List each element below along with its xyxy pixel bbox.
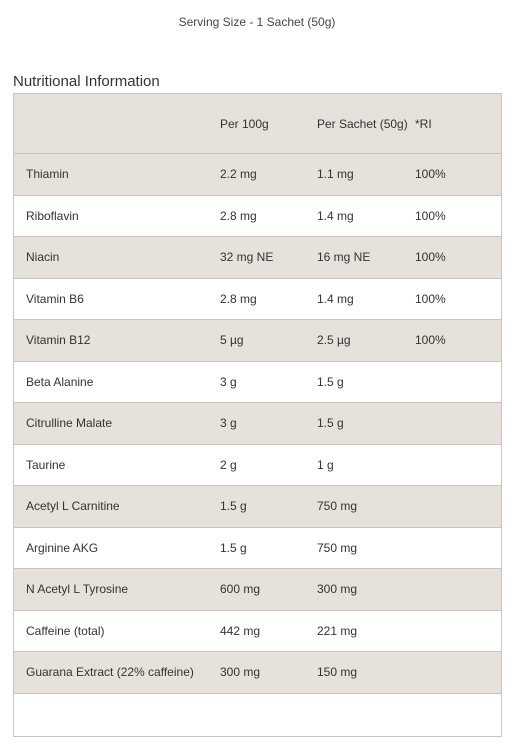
- per-sachet-value: 750 mg: [317, 485, 415, 527]
- table-row: Acetyl L Carnitine 1.5 g 750 mg: [13, 485, 502, 527]
- per-100g-value: 2.2 mg: [220, 153, 317, 195]
- per-100g-value: 2 g: [220, 443, 317, 486]
- per-100g-value: 32 mg NE: [220, 236, 317, 278]
- table-row: Arginine AKG 1.5 g 750 mg: [13, 526, 502, 569]
- nutrient-name: Citrulline Malate: [13, 402, 220, 444]
- table-row: Beta Alanine 3 g 1.5 g: [13, 360, 502, 403]
- table-row: Caffeine (total) 442 mg 221 mg: [13, 609, 502, 652]
- per-sachet-value: 221 mg: [317, 609, 415, 652]
- empty-row: [13, 692, 502, 736]
- ri-value: 100%: [415, 194, 502, 237]
- per-sachet-value: 150 mg: [317, 651, 415, 693]
- per-sachet-value: 1.4 mg: [317, 277, 415, 320]
- header-ri: *RI: [415, 93, 502, 154]
- per-sachet-value: 2.5 µg: [317, 319, 415, 361]
- ri-value: 100%: [415, 319, 502, 361]
- table-row: Niacin 32 mg NE 16 mg NE 100%: [13, 236, 502, 278]
- header-per-sachet: Per Sachet (50g): [317, 93, 415, 154]
- ri-value: [415, 360, 502, 403]
- per-sachet-value: 1.5 g: [317, 360, 415, 403]
- per-100g-value: 600 mg: [220, 568, 317, 610]
- per-100g-value: 442 mg: [220, 609, 317, 652]
- nutrient-name: Riboflavin: [13, 194, 220, 237]
- ri-value: [415, 568, 502, 610]
- ri-value: [415, 609, 502, 652]
- ri-value: 100%: [415, 236, 502, 278]
- nutrient-name: Arginine AKG: [13, 526, 220, 569]
- nutrient-name: Guarana Extract (22% caffeine): [13, 651, 220, 693]
- header-nutrient: [13, 93, 220, 154]
- per-100g-value: 300 mg: [220, 651, 317, 693]
- section-title: Nutritional Information: [13, 73, 160, 90]
- ri-value: [415, 402, 502, 444]
- per-sachet-value: 1 g: [317, 443, 415, 486]
- per-100g-value: 2.8 mg: [220, 277, 317, 320]
- nutrient-name: Caffeine (total): [13, 609, 220, 652]
- nutrient-name: Vitamin B12: [13, 319, 220, 361]
- ri-value: 100%: [415, 277, 502, 320]
- table-row: Thiamin 2.2 mg 1.1 mg 100%: [13, 153, 502, 195]
- ri-value: [415, 526, 502, 569]
- table-row: Riboflavin 2.8 mg 1.4 mg 100%: [13, 194, 502, 237]
- per-sachet-value: 1.4 mg: [317, 194, 415, 237]
- table-row: N Acetyl L Tyrosine 600 mg 300 mg: [13, 568, 502, 610]
- table-row: Citrulline Malate 3 g 1.5 g: [13, 402, 502, 444]
- table-row: Vitamin B6 2.8 mg 1.4 mg 100%: [13, 277, 502, 320]
- per-sachet-value: 750 mg: [317, 526, 415, 569]
- per-100g-value: 3 g: [220, 402, 317, 444]
- table-header-row: Per 100g Per Sachet (50g) *RI: [13, 93, 502, 154]
- ri-value: [415, 651, 502, 693]
- header-per-100g: Per 100g: [220, 93, 317, 154]
- nutrient-name: Niacin: [13, 236, 220, 278]
- ri-value: [415, 485, 502, 527]
- ri-value: [415, 443, 502, 486]
- ri-value: 100%: [415, 153, 502, 195]
- nutrient-name: N Acetyl L Tyrosine: [13, 568, 220, 610]
- per-sachet-value: 16 mg NE: [317, 236, 415, 278]
- per-100g-value: 5 µg: [220, 319, 317, 361]
- per-sachet-value: 1.5 g: [317, 402, 415, 444]
- per-100g-value: 3 g: [220, 360, 317, 403]
- nutrient-name: Vitamin B6: [13, 277, 220, 320]
- per-100g-value: 1.5 g: [220, 485, 317, 527]
- table-row: Guarana Extract (22% caffeine) 300 mg 150 …: [13, 651, 502, 693]
- nutrient-name: Beta Alanine: [13, 360, 220, 403]
- nutrient-name: Taurine: [13, 443, 220, 486]
- per-100g-value: 2.8 mg: [220, 194, 317, 237]
- per-100g-value: 1.5 g: [220, 526, 317, 569]
- per-sachet-value: 300 mg: [317, 568, 415, 610]
- empty-cell: [13, 692, 502, 736]
- per-sachet-value: 1.1 mg: [317, 153, 415, 195]
- serving-size: Serving Size - 1 Sachet (50g): [178, 15, 336, 29]
- table-row: Vitamin B12 5 µg 2.5 µg 100%: [13, 319, 502, 361]
- nutrient-name: Thiamin: [13, 153, 220, 195]
- nutrition-table: Per 100g Per Sachet (50g) *RI Thiamin 2.2…: [13, 93, 502, 737]
- nutrient-name: Acetyl L Carnitine: [13, 485, 220, 527]
